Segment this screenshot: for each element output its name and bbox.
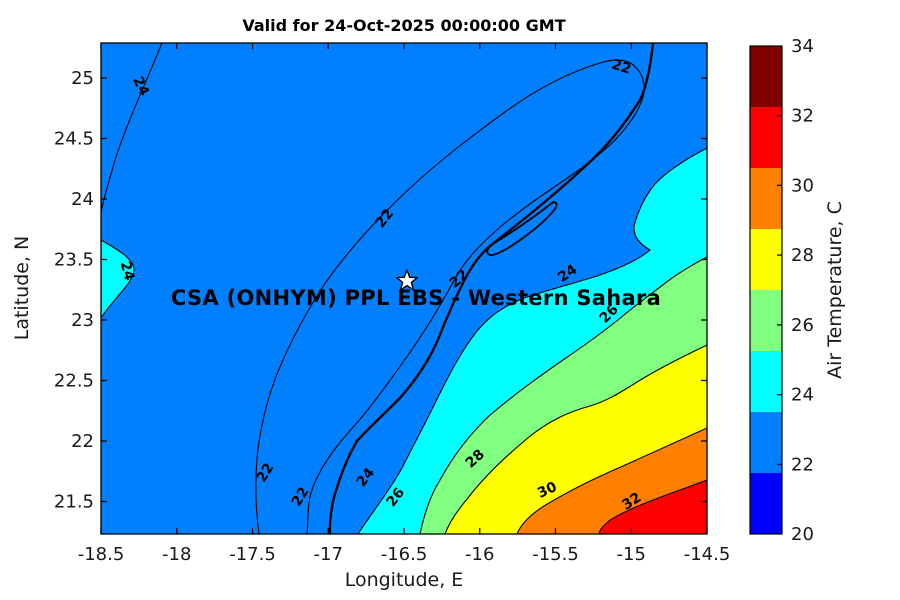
y-tick-label: 22.5 xyxy=(54,371,94,392)
y-axis-ticks-right xyxy=(701,77,707,503)
region-over-32c xyxy=(599,480,707,534)
colorbar-band-23.5-25.25 xyxy=(750,351,782,412)
colorbar-border xyxy=(749,45,783,535)
x-tick-label: -17.5 xyxy=(229,544,276,565)
y-tick-label: 23 xyxy=(71,310,94,331)
y-axis-ticks-left xyxy=(101,77,107,503)
colorbar-ticks xyxy=(777,115,782,465)
region-nw-24-26c xyxy=(101,43,163,214)
contour-line-24 xyxy=(357,147,707,534)
plot-title: Valid for 24-Oct-2025 00:00:00 GMT xyxy=(242,16,565,35)
y-axis-label: Latitude, N xyxy=(11,236,33,341)
y-tick-label: 22 xyxy=(71,431,94,452)
colorbar-band-21.75-23.5 xyxy=(750,412,782,473)
y-tick-label: 25 xyxy=(71,68,94,89)
colorbar-band-32.25-34 xyxy=(750,46,782,107)
y-tick-label: 24.5 xyxy=(54,129,94,150)
site-annotation-text: CSA (ONHYM) PPL EBS - Western Sahara xyxy=(171,286,661,310)
colorbar-band-27-28.75 xyxy=(750,229,782,290)
x-axis-ticks-bottom xyxy=(100,528,708,534)
colorbar-band-25.25-27 xyxy=(750,290,782,351)
contour-line-26 xyxy=(419,256,707,534)
contour-label: 24 xyxy=(129,74,152,99)
x-tick-label: -16 xyxy=(465,544,494,565)
x-tick-label: -18 xyxy=(162,544,191,565)
colorbar-tick-label: 22 xyxy=(791,454,814,475)
contour-line-32 xyxy=(598,479,707,534)
y-tick-label: 23.5 xyxy=(54,250,94,271)
x-axis-ticks-top xyxy=(100,43,708,49)
x-tick-label: -15.5 xyxy=(532,544,579,565)
x-axis-label: Longitude, E xyxy=(345,569,464,591)
contour-line-28 xyxy=(444,344,707,534)
region-under-22c xyxy=(255,59,645,534)
y-tick-label: 21.5 xyxy=(54,492,94,513)
colorbar-tick-label: 34 xyxy=(791,36,814,57)
colorbar-tick-label: 32 xyxy=(791,106,814,127)
contour-label: 30 xyxy=(535,479,560,502)
x-tick-label: -15 xyxy=(617,544,646,565)
contour-line-30 xyxy=(516,427,707,534)
coastline-dakhla-lagoon xyxy=(486,201,558,256)
y-tick-label: 24 xyxy=(71,189,94,210)
colorbar-tick-label: 28 xyxy=(791,245,814,266)
colorbar-tick-label: 24 xyxy=(791,385,814,406)
x-tick-label: -14.5 xyxy=(684,544,731,565)
colorbar: 34 32 30 28 26 24 22 20 Air Temperature,… xyxy=(749,36,846,545)
site-star-marker xyxy=(395,269,419,291)
colorbar-tick-label: 20 xyxy=(791,524,814,545)
coastline xyxy=(328,43,655,534)
x-tick-label: -18.5 xyxy=(78,544,125,565)
colorbar-tick-label: 26 xyxy=(791,315,814,336)
colorbar-band-30.5-32.25 xyxy=(750,107,782,168)
colorbar-label: Air Temperature, C xyxy=(824,201,846,379)
contour-label: 22 xyxy=(609,57,632,78)
colorbar-band-28.75-30.5 xyxy=(750,168,782,229)
contour-label: 24 xyxy=(117,259,138,282)
x-tick-label: -17 xyxy=(314,544,343,565)
colorbar-band-20-21.75 xyxy=(750,473,782,534)
region-west-sliver-24-26c xyxy=(101,239,135,320)
map-area: 24 24 22 22 22 24 26 22 22 24 26 28 30 3… xyxy=(101,43,707,534)
x-tick-label: -16.5 xyxy=(381,544,428,565)
colorbar-tick-label: 30 xyxy=(791,175,814,196)
